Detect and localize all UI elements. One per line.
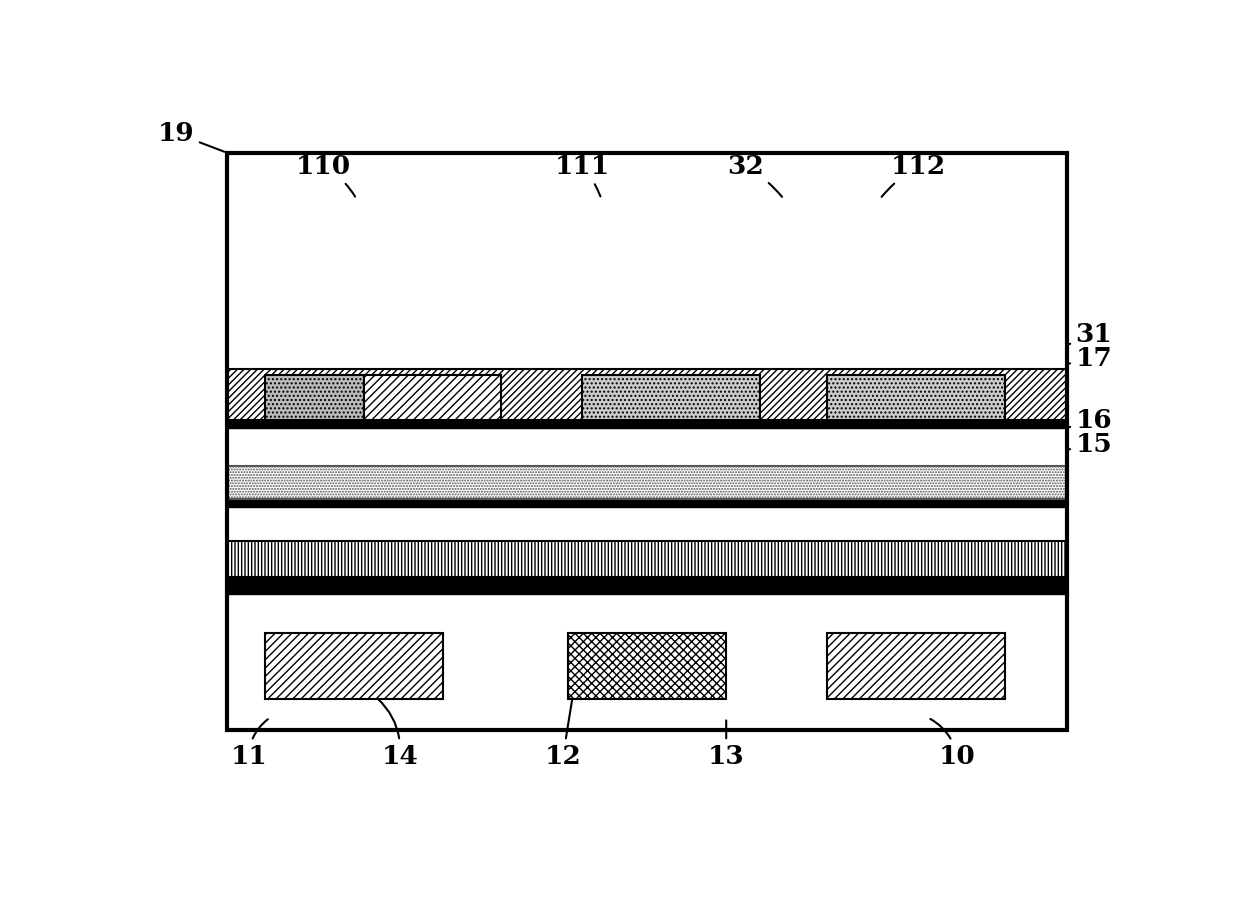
Text: 32: 32 — [727, 154, 782, 197]
Text: 31: 31 — [1069, 322, 1113, 347]
Bar — [567, 633, 726, 699]
Text: 15: 15 — [1069, 432, 1113, 457]
Bar — [227, 585, 1067, 730]
Bar — [227, 499, 1067, 507]
Bar — [227, 466, 1067, 499]
Bar — [227, 153, 1067, 730]
Bar — [227, 507, 1067, 541]
Bar — [227, 419, 1067, 428]
Text: 10: 10 — [930, 719, 975, 769]
Text: 13: 13 — [707, 720, 745, 769]
Text: 17: 17 — [1069, 346, 1113, 371]
Text: 12: 12 — [545, 700, 581, 769]
Bar — [227, 369, 1067, 419]
Bar — [227, 585, 1067, 594]
Bar — [227, 541, 1067, 577]
Bar — [227, 300, 1067, 369]
Bar — [828, 374, 1005, 419]
Text: 19: 19 — [157, 121, 224, 152]
Bar — [828, 633, 1005, 699]
Text: 14: 14 — [378, 699, 419, 769]
Text: 16: 16 — [1069, 408, 1113, 433]
Text: 11: 11 — [230, 719, 268, 769]
Bar — [265, 633, 444, 699]
Bar — [227, 428, 1067, 466]
Text: 112: 112 — [882, 154, 945, 197]
Text: 110: 110 — [295, 154, 356, 197]
Bar — [582, 374, 760, 419]
Bar — [227, 577, 1067, 585]
Text: 111: 111 — [555, 154, 610, 197]
Bar — [364, 374, 501, 419]
Bar — [227, 153, 1067, 730]
Bar — [265, 374, 364, 419]
